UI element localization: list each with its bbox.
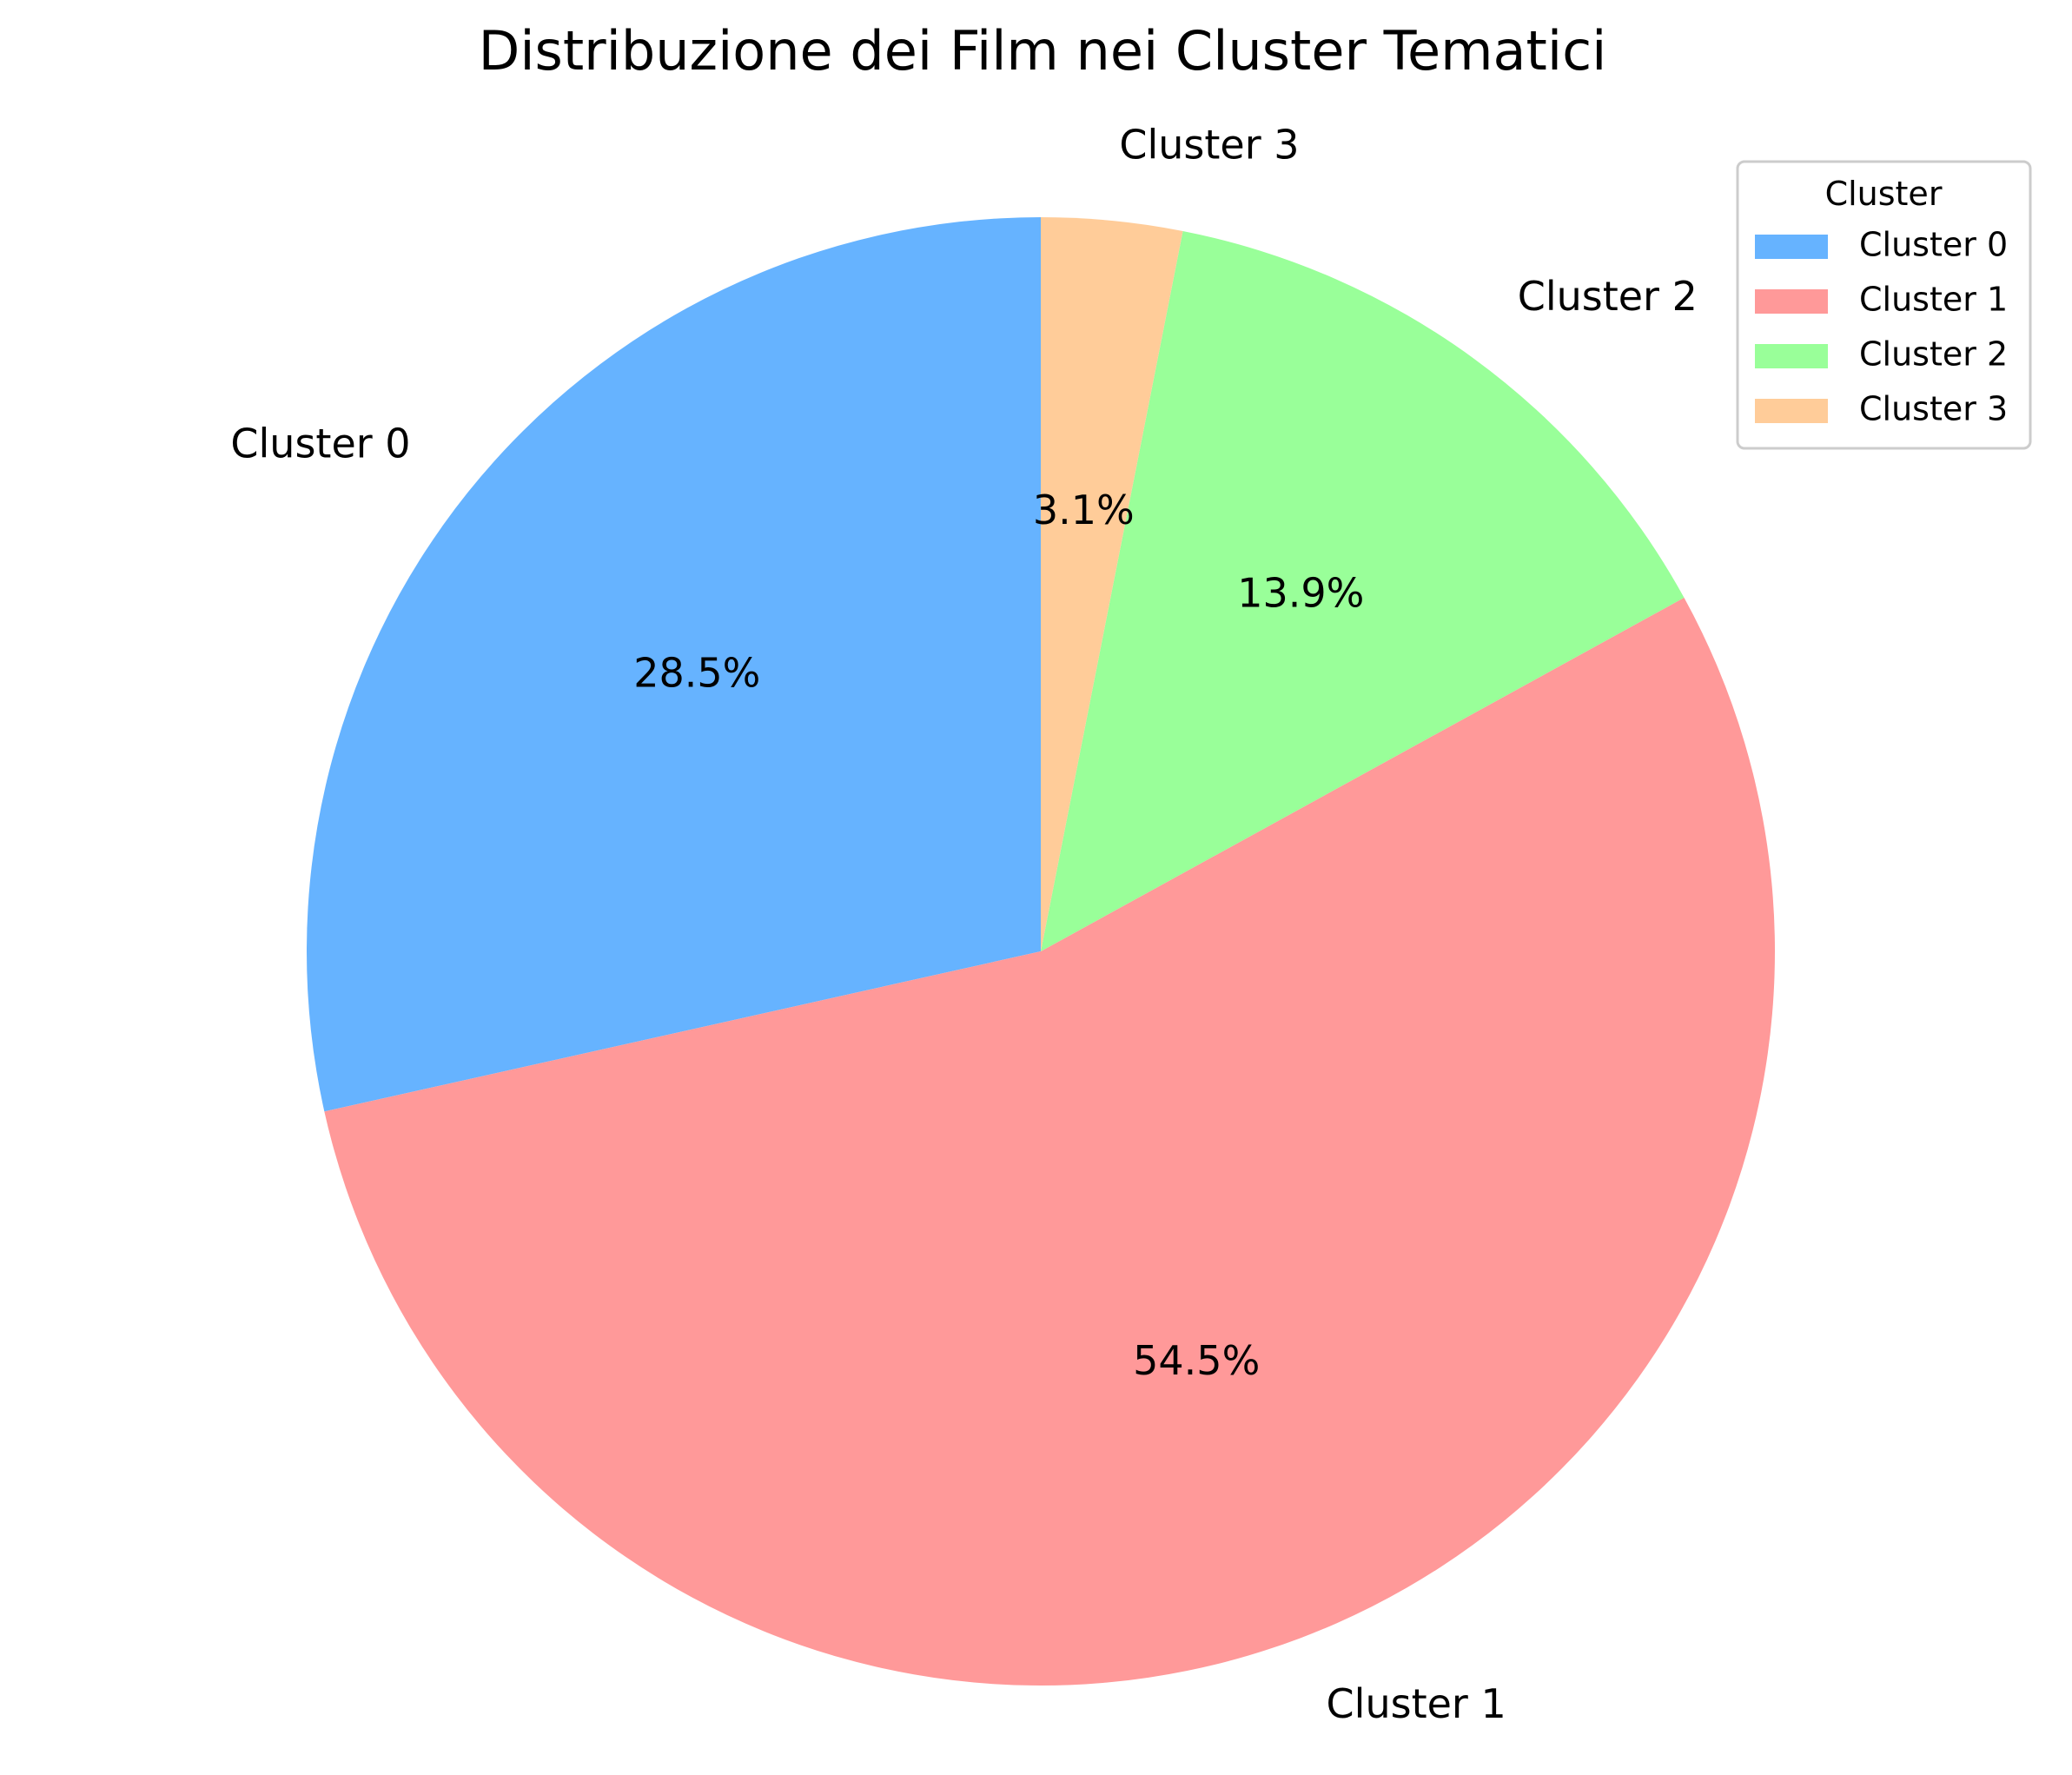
slice-label-3: Cluster 3 [1119, 121, 1299, 168]
percentage-label-3: 3.1% [1033, 487, 1135, 533]
legend-items: Cluster 0 Cluster 1 Cluster 2 Cluster 3 [1755, 226, 2008, 428]
legend-swatch-0 [1755, 235, 1828, 259]
pie-slice-2 [1041, 230, 1685, 951]
legend-box [1736, 160, 2032, 450]
pie-slices [306, 217, 1775, 1686]
legend-title: Cluster [1825, 175, 1943, 213]
pie-slice-1 [324, 597, 1775, 1686]
legend-label-3: Cluster 3 [1859, 390, 2008, 428]
legend-label-0: Cluster 0 [1859, 226, 2008, 264]
pie-slice-3 [1041, 217, 1183, 951]
percentage-label-0: 28.5% [633, 650, 760, 697]
slice-label-0: Cluster 0 [230, 420, 410, 467]
slice-labels: Cluster 0 Cluster 1 Cluster 2 Cluster 3 [230, 121, 1697, 1727]
pie-slice-0 [306, 217, 1041, 1112]
percentage-labels: 28.5% 54.5% 13.9% 3.1% [633, 487, 1364, 1384]
chart-title: Distribuzione dei Film nei Cluster Temat… [479, 19, 1607, 83]
legend-swatch-2 [1755, 344, 1828, 368]
legend-label-2: Cluster 2 [1859, 335, 2008, 374]
percentage-label-1: 54.5% [1133, 1337, 1260, 1384]
legend-swatch-3 [1755, 399, 1828, 423]
slice-label-2: Cluster 2 [1518, 273, 1698, 320]
legend-swatch-1 [1755, 289, 1828, 314]
legend-label-1: Cluster 1 [1859, 281, 2008, 319]
percentage-label-2: 13.9% [1237, 569, 1364, 616]
slice-label-1: Cluster 1 [1327, 1680, 1506, 1727]
